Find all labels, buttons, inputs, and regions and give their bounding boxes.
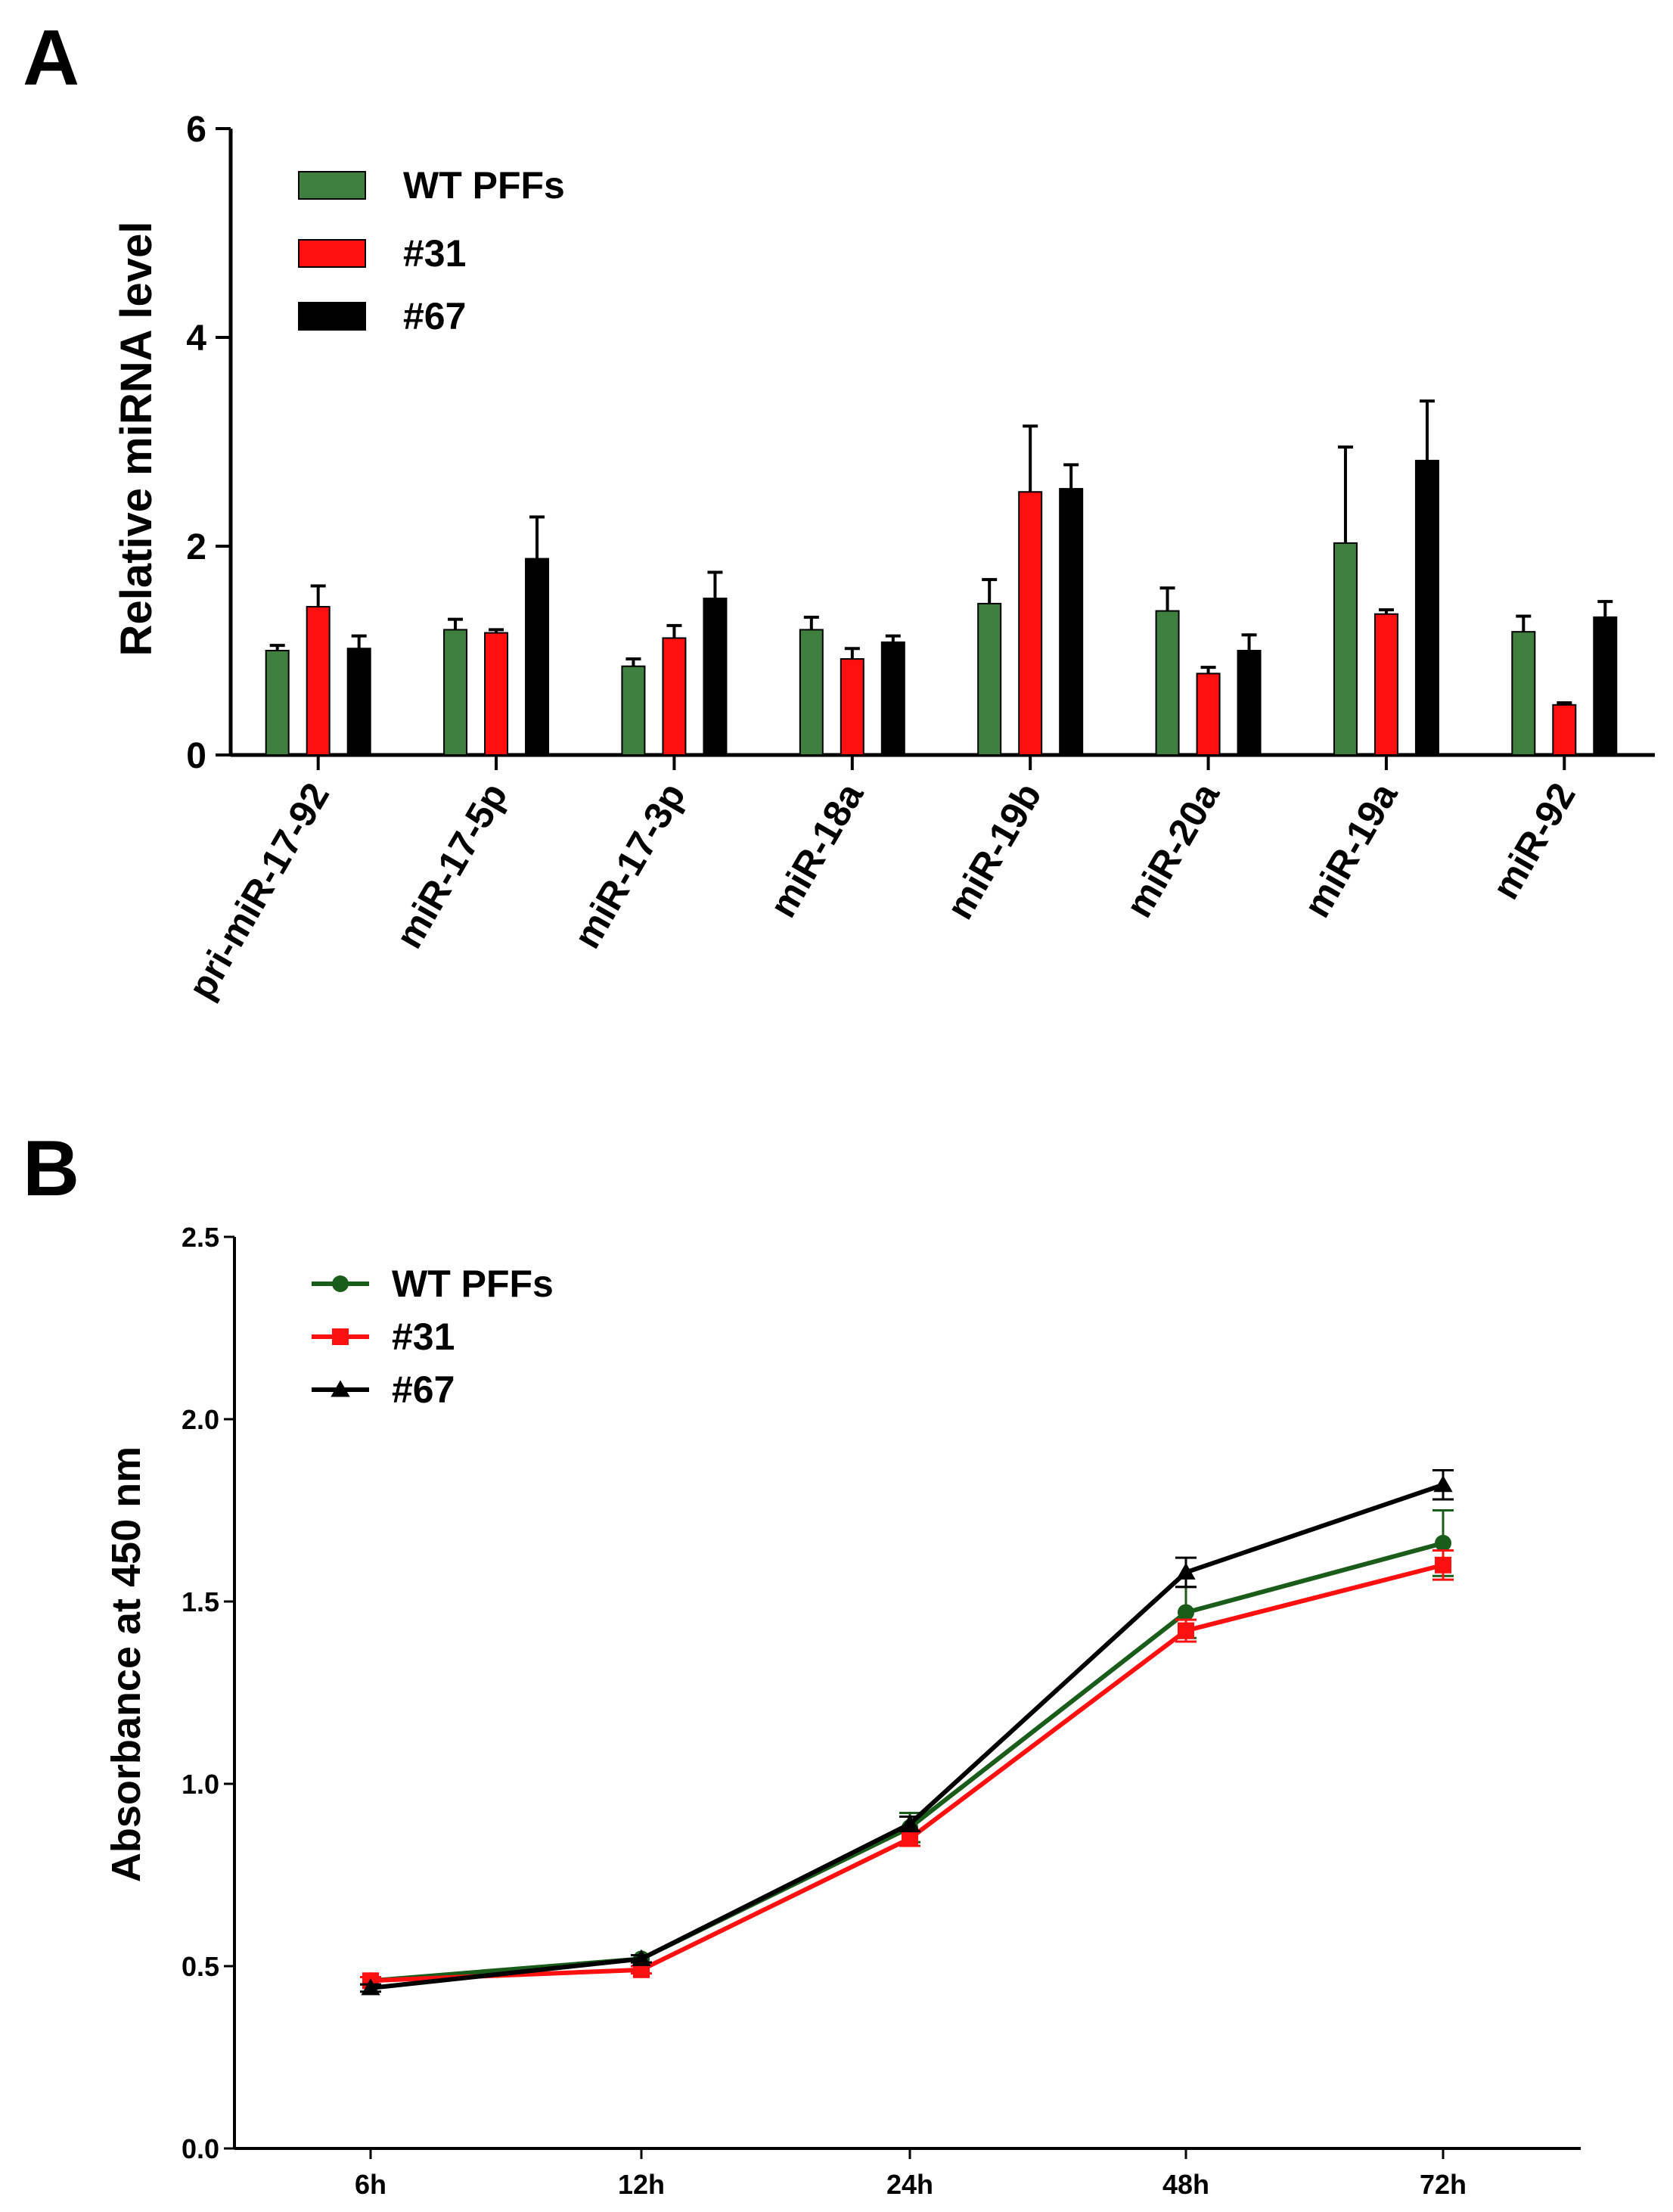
panel-a-bar xyxy=(1373,613,1398,756)
panel-a-bar xyxy=(346,648,371,756)
panel-b-lines xyxy=(360,1468,1454,1996)
panel-a-legend-swatch xyxy=(298,171,366,200)
panel-b-series-line xyxy=(370,1482,1444,1990)
panel-a-bar xyxy=(1414,459,1439,756)
panel-b-point xyxy=(361,1978,380,1996)
panel-b-point xyxy=(1435,1534,1451,1552)
panel-b-y-tick-label: 0.0 xyxy=(182,2133,219,2164)
panel-b-point xyxy=(1435,1556,1451,1574)
panel-a-category-label: pri-miR-17-92 xyxy=(180,776,337,1007)
panel-b-legend-label: #67 xyxy=(392,1369,455,1411)
panel-b-x-tick-label: 72h xyxy=(1420,2169,1467,2200)
panel-a-bar xyxy=(1593,616,1618,756)
panel-a-bar xyxy=(1511,631,1536,756)
panel-a-bar xyxy=(484,632,509,756)
panel-b-x-tick-label: 6h xyxy=(355,2169,386,2200)
panel-b-legend-marker xyxy=(332,1328,349,1345)
panel-b-axes: 0.0 0.5 1.0 1.5 2.0 2.5 6h 12h 24h 48h 72h xyxy=(182,1222,1581,2200)
panel-a-bar xyxy=(621,665,646,756)
panel-b-y-tick-label: 1.0 xyxy=(182,1769,219,1800)
panel-a-y-tick-label: 2 xyxy=(186,527,206,567)
panel-a-category-labels: pri-miR-17-92 miR-17-5p miR-17-3p miR-18a mi… xyxy=(180,775,1584,1006)
panel-a-category-label: miR-19a xyxy=(1296,775,1406,924)
panel-a-y-tick-label: 6 xyxy=(186,110,206,150)
panel-b-legend-label: WT PFFs xyxy=(392,1263,554,1305)
panel-b-y-tick-label: 0.5 xyxy=(182,1951,219,1982)
panel-a: A Relative miRNA level 0 2 4 6 pri-miR-17-9… xyxy=(23,14,1655,1006)
panel-b-point xyxy=(902,1830,918,1847)
panel-a-bar xyxy=(1552,704,1577,756)
panel-b: B Absorbance at 450 nm 0.0 0.5 1.0 1.5 2.0 2.… xyxy=(23,1125,1581,2200)
panel-a-bar xyxy=(1196,673,1221,756)
panel-a-bar xyxy=(443,629,468,756)
panel-a-letter: A xyxy=(23,14,79,102)
panel-a-legend-label: #31 xyxy=(403,232,466,275)
panel-b-point xyxy=(900,1814,920,1831)
panel-a-category-label: miR-92 xyxy=(1484,776,1584,906)
panel-a-bar xyxy=(703,598,728,756)
panel-a-category-label: miR-19b xyxy=(939,776,1050,927)
panel-a-category-label: miR-17-3p xyxy=(566,776,694,955)
panel-b-legend: WT PFFs #31 #67 xyxy=(312,1263,554,1411)
panel-a-category-label: miR-17-5p xyxy=(387,776,515,955)
panel-b-point xyxy=(1176,1562,1196,1580)
panel-b-letter: B xyxy=(23,1125,79,1213)
panel-a-bars xyxy=(265,399,1618,756)
panel-b-series-line xyxy=(370,1540,1444,1984)
panel-a-bar xyxy=(662,637,687,756)
panel-a-bar xyxy=(799,629,824,756)
panel-a-bar xyxy=(265,650,290,756)
panel-a-bar xyxy=(880,641,905,756)
panel-a-category-label: miR-18a xyxy=(762,775,872,924)
panel-a-bar xyxy=(1018,491,1043,756)
panel-a-y-tick-label: 0 xyxy=(186,736,206,776)
panel-a-bar xyxy=(840,658,864,756)
panel-a-bar xyxy=(1333,542,1358,756)
panel-b-legend-label: #31 xyxy=(392,1316,455,1358)
panel-b-series-line xyxy=(370,1562,1444,1984)
panel-a-bar xyxy=(1237,650,1262,756)
panel-a-legend-swatch xyxy=(298,239,366,268)
panel-b-legend-marker xyxy=(332,1275,349,1292)
panel-b-y-axis-label: Absorbance at 450 nm xyxy=(104,1446,149,1882)
panel-a-y-tick-label: 4 xyxy=(186,318,206,359)
panel-b-point xyxy=(1178,1622,1194,1639)
panel-b-x-tick-label: 24h xyxy=(886,2169,933,2200)
panel-b-y-tick-label: 2.5 xyxy=(182,1222,219,1253)
panel-a-legend-label: #67 xyxy=(403,295,466,337)
panel-b-legend-marker xyxy=(331,1380,350,1397)
panel-a-bar xyxy=(977,602,1002,756)
panel-a-bar xyxy=(306,606,331,756)
panel-a-category-label: miR-20a xyxy=(1117,775,1228,924)
panel-b-x-tick-label: 48h xyxy=(1162,2169,1209,2200)
panel-a-y-axis-label: Relative miRNA level xyxy=(112,222,161,657)
panel-a-legend: WT PFFs #31 #67 xyxy=(298,164,565,337)
panel-b-y-tick-label: 2.0 xyxy=(182,1404,219,1435)
panel-a-legend-swatch xyxy=(298,302,366,331)
panel-a-bar xyxy=(1059,488,1084,756)
panel-a-bar xyxy=(1155,610,1180,756)
panel-b-y-tick-label: 1.5 xyxy=(182,1586,219,1617)
panel-b-point xyxy=(1178,1604,1194,1621)
panel-a-legend-label: WT PFFs xyxy=(403,164,565,207)
panel-b-point xyxy=(632,1949,651,1966)
panel-b-point xyxy=(1433,1475,1453,1493)
panel-b-x-tick-label: 12h xyxy=(618,2169,665,2200)
panel-a-bar xyxy=(525,558,550,756)
